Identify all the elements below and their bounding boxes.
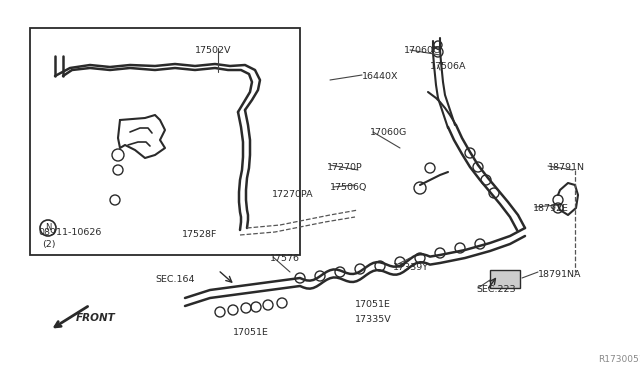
Text: 17576: 17576 — [270, 254, 300, 263]
Text: 17060G: 17060G — [370, 128, 407, 137]
Text: 17506Q: 17506Q — [330, 183, 367, 192]
Text: 17506A: 17506A — [430, 62, 467, 71]
Text: 17051E: 17051E — [233, 328, 269, 337]
Text: N: N — [45, 224, 51, 232]
Text: 16440X: 16440X — [362, 72, 399, 81]
Text: 18792E: 18792E — [533, 204, 569, 213]
Text: 08911-10626: 08911-10626 — [38, 228, 101, 237]
Bar — [30, 28, 300, 255]
Text: 17335V: 17335V — [355, 315, 392, 324]
Text: 17270P: 17270P — [327, 163, 363, 172]
Text: 17060G: 17060G — [404, 46, 441, 55]
Text: 18791N: 18791N — [548, 163, 585, 172]
Text: 17051E: 17051E — [355, 300, 391, 309]
Text: 17502V: 17502V — [195, 46, 232, 55]
Text: 17339Y: 17339Y — [393, 263, 429, 272]
Text: R1730051: R1730051 — [598, 355, 640, 364]
Text: SEC.164: SEC.164 — [155, 275, 195, 284]
Bar — [490, 270, 520, 288]
Text: 17528F: 17528F — [182, 230, 218, 239]
Text: 18791NA: 18791NA — [538, 270, 582, 279]
Text: 17270PA: 17270PA — [272, 190, 314, 199]
Text: FRONT: FRONT — [76, 313, 116, 323]
Circle shape — [40, 220, 56, 236]
Text: (2): (2) — [42, 240, 56, 249]
Text: SEC.223: SEC.223 — [476, 285, 516, 294]
